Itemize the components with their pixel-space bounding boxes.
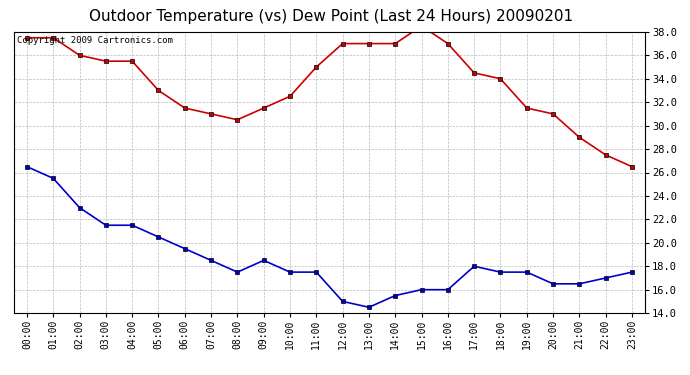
Text: Copyright 2009 Cartronics.com: Copyright 2009 Cartronics.com [17, 36, 172, 45]
Text: Outdoor Temperature (vs) Dew Point (Last 24 Hours) 20090201: Outdoor Temperature (vs) Dew Point (Last… [89, 9, 573, 24]
